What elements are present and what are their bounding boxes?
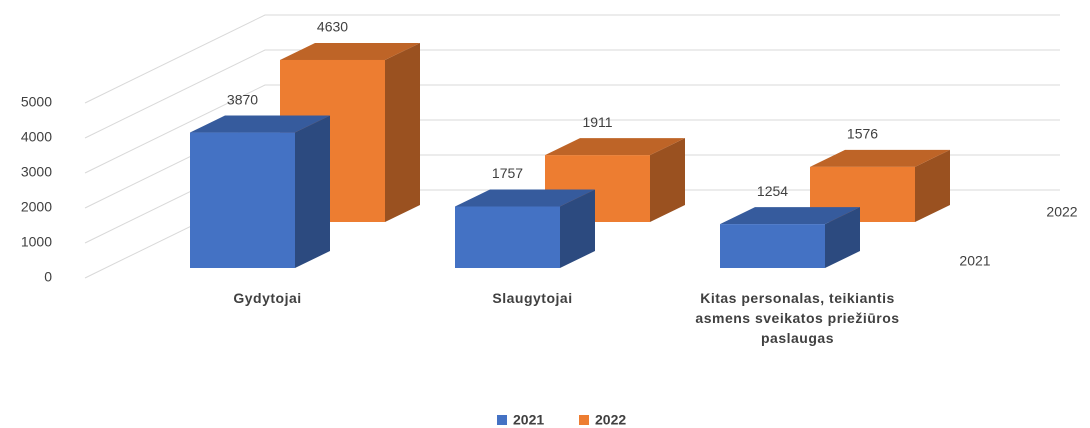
data-label: 1757 bbox=[492, 165, 523, 181]
bar bbox=[190, 115, 330, 268]
data-label: 1576 bbox=[847, 126, 878, 142]
bar-top bbox=[810, 149, 950, 167]
y-tick-label: 0 bbox=[44, 269, 52, 285]
y-tick-label: 2000 bbox=[21, 199, 52, 215]
grid-line bbox=[84, 49, 1060, 139]
bar-side bbox=[650, 138, 685, 222]
legend-label: 2021 bbox=[513, 412, 544, 428]
legend-label: 2022 bbox=[595, 412, 626, 428]
bar bbox=[455, 189, 595, 268]
y-tick-label: 4000 bbox=[21, 129, 52, 145]
y-tick-label: 1000 bbox=[21, 234, 52, 250]
bar-top bbox=[455, 189, 595, 207]
bar-side bbox=[385, 42, 420, 223]
bar-front bbox=[720, 224, 825, 268]
bar-side bbox=[825, 207, 860, 268]
x-tick-label: Slaugytojai bbox=[492, 290, 573, 306]
bar-top bbox=[190, 115, 330, 133]
legend-swatch bbox=[497, 415, 507, 425]
data-label: 1911 bbox=[582, 114, 612, 130]
x-tick-label: Kitas personalas, teikiantis asmens svei… bbox=[695, 290, 900, 346]
bar-side bbox=[915, 149, 950, 222]
bar-side bbox=[560, 189, 595, 268]
y-tick-label: 3000 bbox=[21, 164, 52, 180]
bar bbox=[545, 138, 685, 222]
bar bbox=[720, 207, 860, 268]
bar-top bbox=[720, 207, 860, 225]
legend-swatch bbox=[579, 415, 589, 425]
grid-line bbox=[84, 14, 1060, 104]
y-tick-label: 5000 bbox=[21, 94, 52, 110]
depth-label: 2021 bbox=[959, 253, 990, 269]
data-label: 1254 bbox=[757, 183, 788, 199]
grid-line bbox=[84, 84, 1060, 174]
x-tick-label: Gydytojai bbox=[233, 290, 302, 306]
bar-front bbox=[455, 206, 560, 268]
data-label: 3870 bbox=[227, 91, 258, 107]
bar-side bbox=[295, 115, 330, 268]
depth-label: 2022 bbox=[1046, 203, 1077, 219]
bar-front bbox=[190, 132, 295, 268]
data-label: 4630 bbox=[317, 19, 348, 35]
bar-top bbox=[280, 42, 420, 60]
bar-top bbox=[545, 138, 685, 156]
